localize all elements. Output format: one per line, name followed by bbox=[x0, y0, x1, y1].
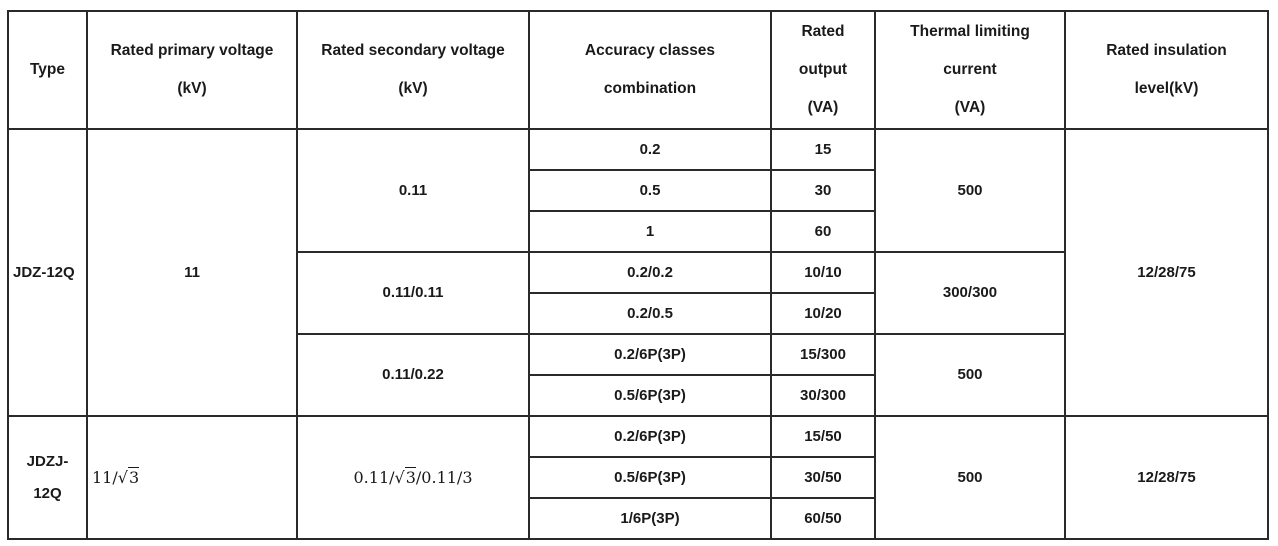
header-secondary-voltage: Rated secondary voltage (kV) bbox=[296, 10, 530, 130]
table-row: 0.11/0.22 0.2/6P(3P) 15/300 500 bbox=[8, 333, 1268, 417]
secondary-voltage-cell: 0.11/0.11 bbox=[296, 251, 530, 335]
primary-voltage-cell: 11/√3 bbox=[86, 415, 298, 540]
header-primary-voltage: Rated primary voltage (kV) bbox=[86, 10, 298, 130]
table-row: 0.5 30 bbox=[8, 169, 1268, 212]
accuracy-cell: 0.2/6P(3P) bbox=[528, 333, 772, 376]
secondary-voltage-cell: 0.11/√3/0.11/3 bbox=[296, 415, 530, 540]
accuracy-cell: 0.2/6P(3P) bbox=[528, 415, 772, 458]
accuracy-cell: 0.2/0.5 bbox=[528, 292, 772, 335]
insulation-cell: 12/28/75 bbox=[1064, 415, 1269, 540]
output-cell: 30 bbox=[770, 169, 876, 212]
specification-table: Type Rated primary voltage (kV) Rated se… bbox=[7, 10, 1269, 540]
header-accuracy-classes: Accuracy classes combination bbox=[528, 10, 772, 130]
accuracy-cell: 0.2 bbox=[528, 128, 772, 171]
thermal-cell: 300/300 bbox=[874, 251, 1066, 335]
thermal-cell: 500 bbox=[874, 415, 1066, 540]
primary-voltage-cell: 11 bbox=[86, 128, 298, 417]
type-cell: JDZ-12Q bbox=[7, 128, 88, 417]
table-row: JDZJ- 12Q 11/√3 0.11/√3/0.11/3 0.2/6P(3P… bbox=[7, 415, 1269, 540]
header-rated-output: Rated output (VA) bbox=[770, 10, 876, 130]
square-root-symbol: √ bbox=[394, 467, 405, 487]
output-cell: 10/10 bbox=[770, 251, 876, 294]
accuracy-cell: 1 bbox=[528, 210, 772, 253]
square-root-symbol: √ bbox=[117, 467, 128, 487]
output-cell: 30/50 bbox=[770, 456, 876, 499]
output-cell: 15 bbox=[770, 128, 876, 171]
thermal-cell: 500 bbox=[874, 128, 1066, 253]
type-cell: JDZJ- 12Q bbox=[7, 415, 88, 540]
insulation-cell: 12/28/75 bbox=[1064, 128, 1269, 417]
output-cell: 60/50 bbox=[770, 497, 876, 540]
output-cell: 15/300 bbox=[770, 333, 876, 376]
secondary-voltage-cell: 0.11 bbox=[296, 128, 530, 253]
table-row: 0.5/6P(3P) 30/300 bbox=[8, 374, 1268, 417]
output-cell: 10/20 bbox=[770, 292, 876, 335]
table-row: 0.2/0.5 10/20 bbox=[8, 292, 1268, 335]
secondary-voltage-cell: 0.11/0.22 bbox=[296, 333, 530, 417]
table-row: 0.11/0.11 0.2/0.2 10/10 300/300 bbox=[8, 251, 1268, 335]
accuracy-cell: 0.5/6P(3P) bbox=[528, 374, 772, 417]
accuracy-cell: 0.2/0.2 bbox=[528, 251, 772, 294]
table-row: 1 60 bbox=[8, 210, 1268, 253]
header-type: Type bbox=[7, 10, 88, 130]
table-row: JDZ-12Q 11 0.11 0.2 15 500 12/28/75 bbox=[7, 128, 1269, 417]
accuracy-cell: 0.5 bbox=[528, 169, 772, 212]
thermal-cell: 500 bbox=[874, 333, 1066, 417]
header-row: Type Rated primary voltage (kV) Rated se… bbox=[7, 10, 1269, 130]
output-cell: 60 bbox=[770, 210, 876, 253]
header-insulation-level: Rated insulation level(kV) bbox=[1064, 10, 1269, 130]
table-row: 0.5/6P(3P) 30/50 bbox=[8, 456, 1268, 499]
header-thermal-current: Thermal limiting current (VA) bbox=[874, 10, 1066, 130]
accuracy-cell: 0.5/6P(3P) bbox=[528, 456, 772, 499]
accuracy-cell: 1/6P(3P) bbox=[528, 497, 772, 540]
table-row: 1/6P(3P) 60/50 bbox=[8, 497, 1268, 540]
output-cell: 30/300 bbox=[770, 374, 876, 417]
output-cell: 15/50 bbox=[770, 415, 876, 458]
